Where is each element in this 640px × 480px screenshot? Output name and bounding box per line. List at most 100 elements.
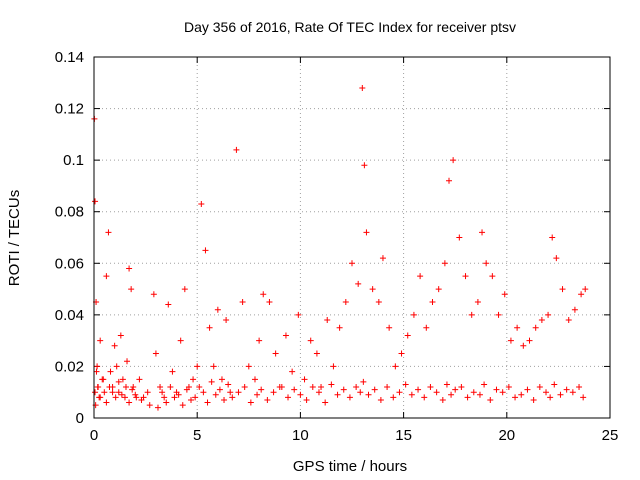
data-point — [206, 324, 213, 331]
data-point — [545, 311, 552, 318]
data-point — [421, 394, 428, 401]
data-point — [452, 386, 459, 393]
data-point — [322, 399, 329, 406]
data-point — [479, 229, 486, 236]
data-point — [165, 301, 172, 308]
data-point — [464, 394, 471, 401]
y-tick-label: 0.04 — [55, 307, 84, 324]
data-point — [530, 396, 537, 403]
data-point — [526, 337, 533, 344]
plot-frame — [93, 56, 611, 419]
x-tick-label: 0 — [90, 427, 98, 444]
data-point — [295, 311, 302, 318]
data-point — [163, 399, 170, 406]
data-point — [214, 306, 221, 313]
data-point — [92, 198, 99, 205]
data-point — [247, 399, 254, 406]
data-point — [105, 229, 112, 236]
y-tick-label: 0.08 — [55, 204, 84, 221]
data-point — [157, 384, 164, 391]
data-point — [429, 298, 436, 305]
data-point — [106, 384, 113, 391]
data-point — [346, 394, 353, 401]
data-point — [524, 386, 531, 393]
data-point — [133, 394, 140, 401]
x-tick-label: 25 — [602, 427, 619, 444]
data-point — [212, 391, 219, 398]
data-point — [97, 394, 104, 401]
data-point — [161, 394, 168, 401]
data-point — [582, 286, 589, 293]
data-point — [229, 394, 236, 401]
data-point — [433, 389, 440, 396]
data-points — [91, 84, 589, 411]
data-point — [113, 363, 120, 370]
data-point — [501, 291, 508, 298]
data-point — [204, 399, 211, 406]
axis-ticks: 0 0.02 0.04 0.06 0.08 0.1 0.12 0.14 0 5 10 15 20 25 — [55, 49, 619, 444]
data-point — [167, 384, 174, 391]
data-point — [303, 396, 310, 403]
data-point — [313, 350, 320, 357]
data-point — [353, 384, 360, 391]
data-point — [94, 363, 101, 370]
data-point — [181, 286, 188, 293]
data-point — [309, 384, 316, 391]
data-point — [330, 363, 337, 370]
data-point — [448, 391, 455, 398]
data-point — [359, 84, 366, 91]
data-point — [239, 298, 246, 305]
y-tick-label: 0.12 — [55, 101, 84, 118]
data-point — [169, 368, 176, 375]
data-point — [505, 384, 512, 391]
data-point — [132, 391, 139, 398]
data-point — [285, 394, 292, 401]
data-point — [282, 332, 289, 339]
data-point — [536, 384, 543, 391]
data-point — [470, 389, 477, 396]
data-point — [130, 384, 137, 391]
data-point — [476, 391, 483, 398]
x-tick-label: 10 — [292, 427, 309, 444]
data-point — [576, 384, 583, 391]
data-point — [456, 234, 463, 241]
data-point — [458, 384, 465, 391]
data-point — [94, 384, 101, 391]
data-point — [408, 391, 415, 398]
data-point — [551, 381, 558, 388]
x-tick-label: 15 — [395, 427, 412, 444]
data-point — [101, 389, 108, 396]
data-point — [363, 229, 370, 236]
data-point — [223, 317, 230, 324]
data-point — [196, 384, 203, 391]
data-point — [481, 381, 488, 388]
data-point — [122, 384, 129, 391]
data-point — [254, 391, 261, 398]
data-point — [260, 291, 267, 298]
data-point — [336, 324, 343, 331]
data-point — [194, 363, 201, 370]
data-point — [340, 386, 347, 393]
data-point — [152, 350, 159, 357]
data-point — [92, 389, 99, 396]
gridlines — [94, 57, 610, 418]
data-point — [512, 394, 519, 401]
data-point — [398, 350, 405, 357]
data-point — [115, 389, 122, 396]
data-point — [450, 157, 457, 164]
data-point — [264, 396, 271, 403]
y-tick-label: 0.1 — [63, 152, 84, 169]
data-point — [138, 396, 145, 403]
data-point — [493, 386, 500, 393]
data-point — [218, 376, 225, 383]
data-point — [202, 247, 209, 254]
chart-title: Day 356 of 2016, Rate Of TEC Index for r… — [184, 19, 516, 35]
data-point — [107, 368, 114, 375]
data-point — [188, 396, 195, 403]
data-point — [301, 376, 308, 383]
data-point — [328, 381, 335, 388]
data-point — [103, 273, 110, 280]
y-tick-label: 0.02 — [55, 358, 84, 375]
data-point — [355, 280, 362, 287]
data-point — [474, 298, 481, 305]
